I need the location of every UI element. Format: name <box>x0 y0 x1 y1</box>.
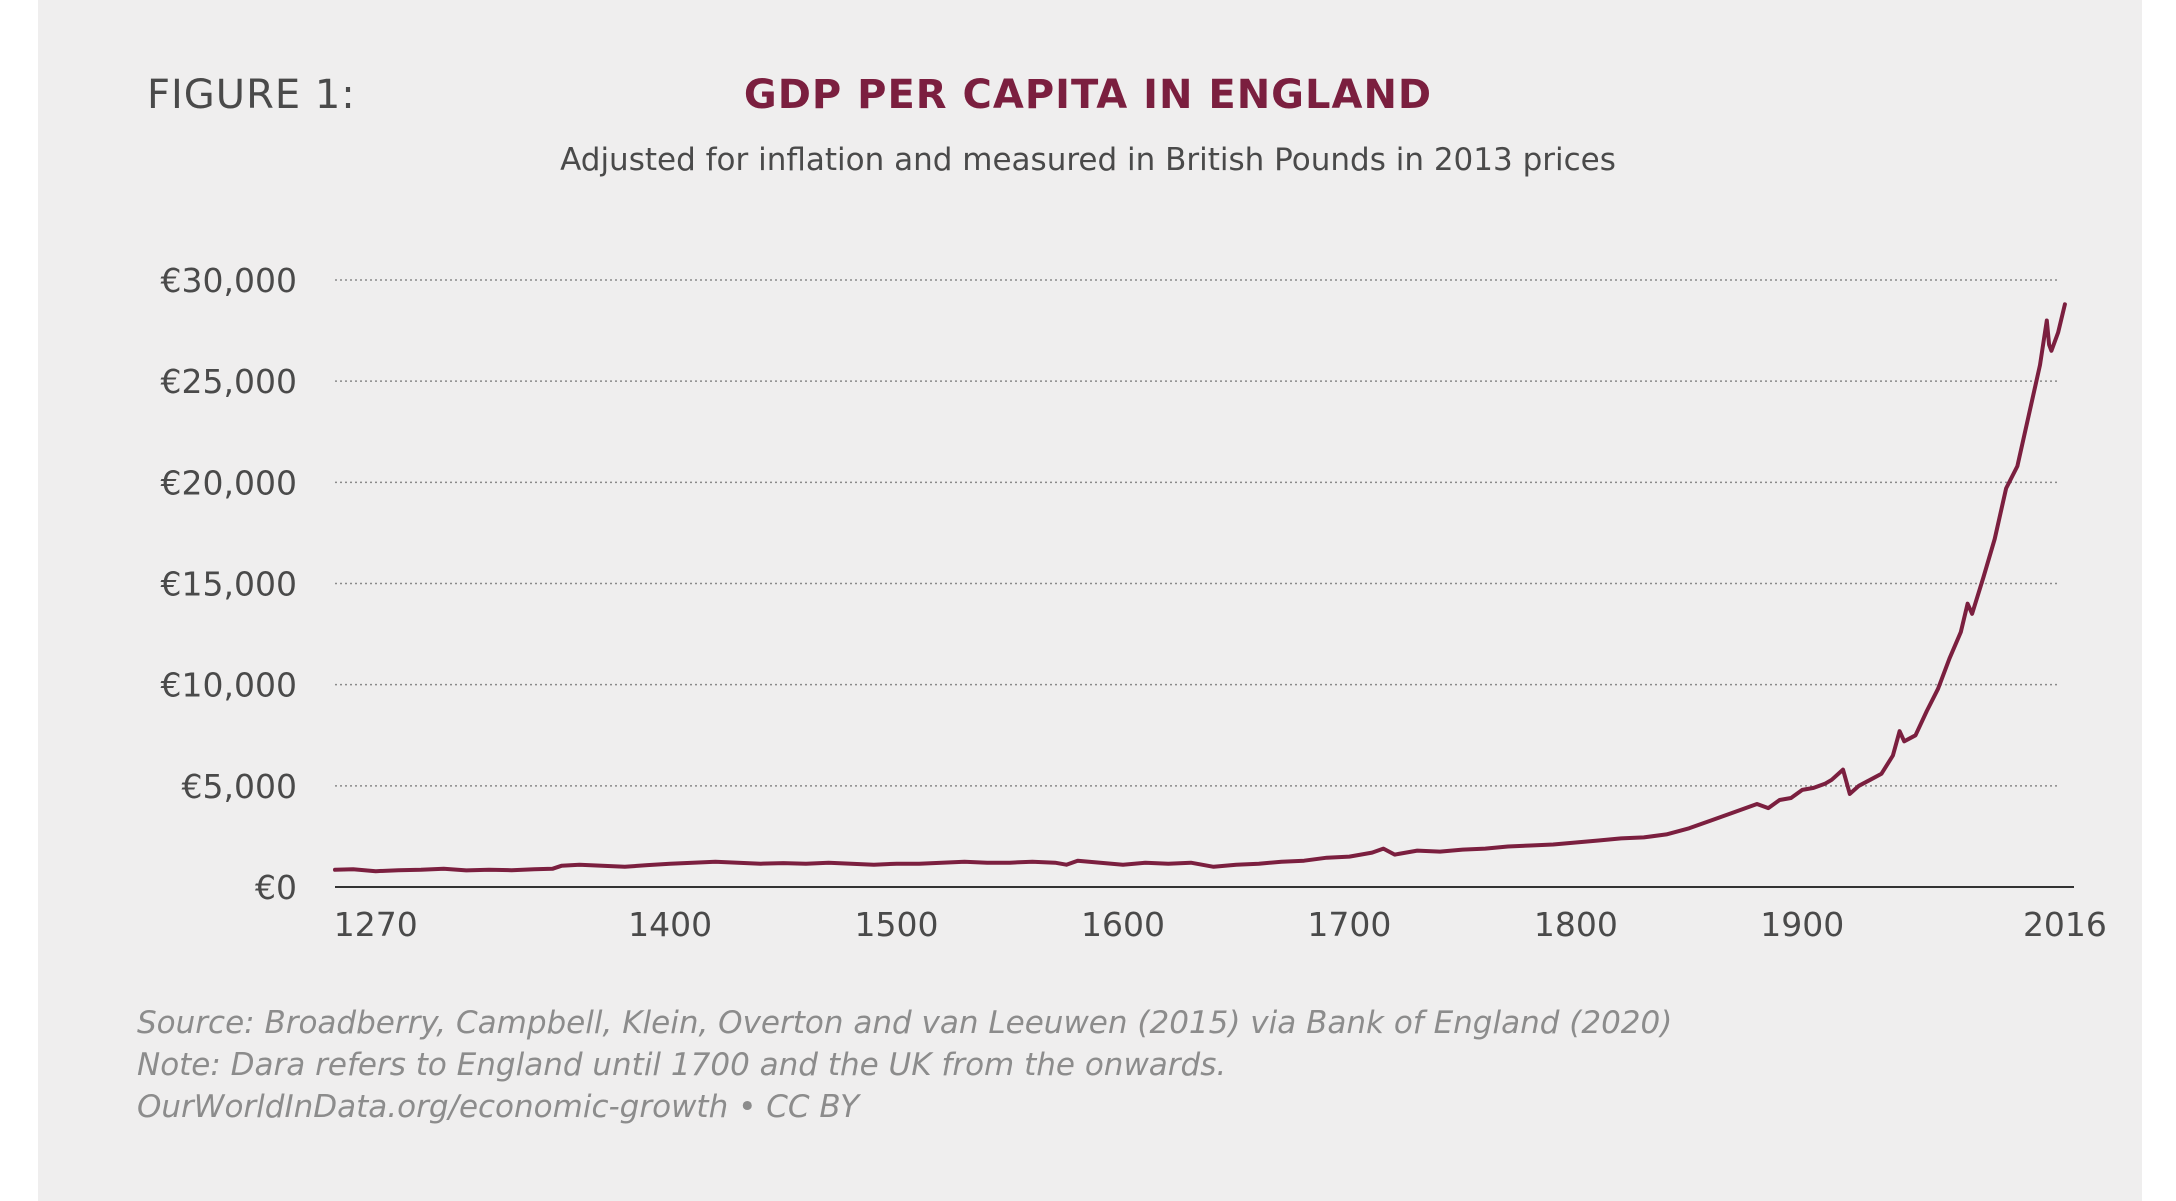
x-tick-label: 1700 <box>1307 905 1391 944</box>
x-tick-label: 1900 <box>1760 905 1844 944</box>
data-note: Note: Dara refers to England until 1700 … <box>137 1047 1227 1083</box>
x-axis-labels: 1270 1400 1500 1600 1700 1800 1900 2016 <box>334 905 2107 944</box>
x-tick-label: 1600 <box>1081 905 1165 944</box>
chart-title: GDP PER CAPITA IN ENGLAND <box>743 72 1433 118</box>
y-tick-label: €30,000 <box>161 261 297 300</box>
y-tick-label: €10,000 <box>161 666 297 705</box>
y-axis-labels: €0 €5,000 €10,000 €15,000 €20,000 €25,000 €30,… <box>161 261 297 907</box>
x-tick-label: 1400 <box>628 905 712 944</box>
notes-block: Source: Broadberry, Campbell, Klein, Ove… <box>137 1002 1672 1128</box>
y-tick-label: €5,000 <box>182 767 297 806</box>
credit-link[interactable]: OurWorldInData.org/economic-growth • CC … <box>137 1089 860 1125</box>
y-tick-label: €20,000 <box>161 463 297 502</box>
chart-subtitle: Adjusted for inflation and measured in B… <box>560 142 1616 178</box>
series-line-gdp-per-capita <box>333 302 2067 874</box>
figure-label: FIGURE 1: <box>147 72 356 118</box>
x-tick-label: 1270 <box>334 905 418 944</box>
x-tick-label: 2016 <box>2023 905 2107 944</box>
y-tick-label: €15,000 <box>161 565 297 604</box>
y-tick-label: €25,000 <box>161 362 297 401</box>
x-tick-label: 1500 <box>855 905 939 944</box>
gridlines <box>335 279 2058 787</box>
y-tick-label: €0 <box>255 868 297 907</box>
chart-panel <box>38 0 2142 1201</box>
source-note: Source: Broadberry, Campbell, Klein, Ove… <box>137 1005 1673 1041</box>
x-tick-label: 1800 <box>1534 905 1618 944</box>
